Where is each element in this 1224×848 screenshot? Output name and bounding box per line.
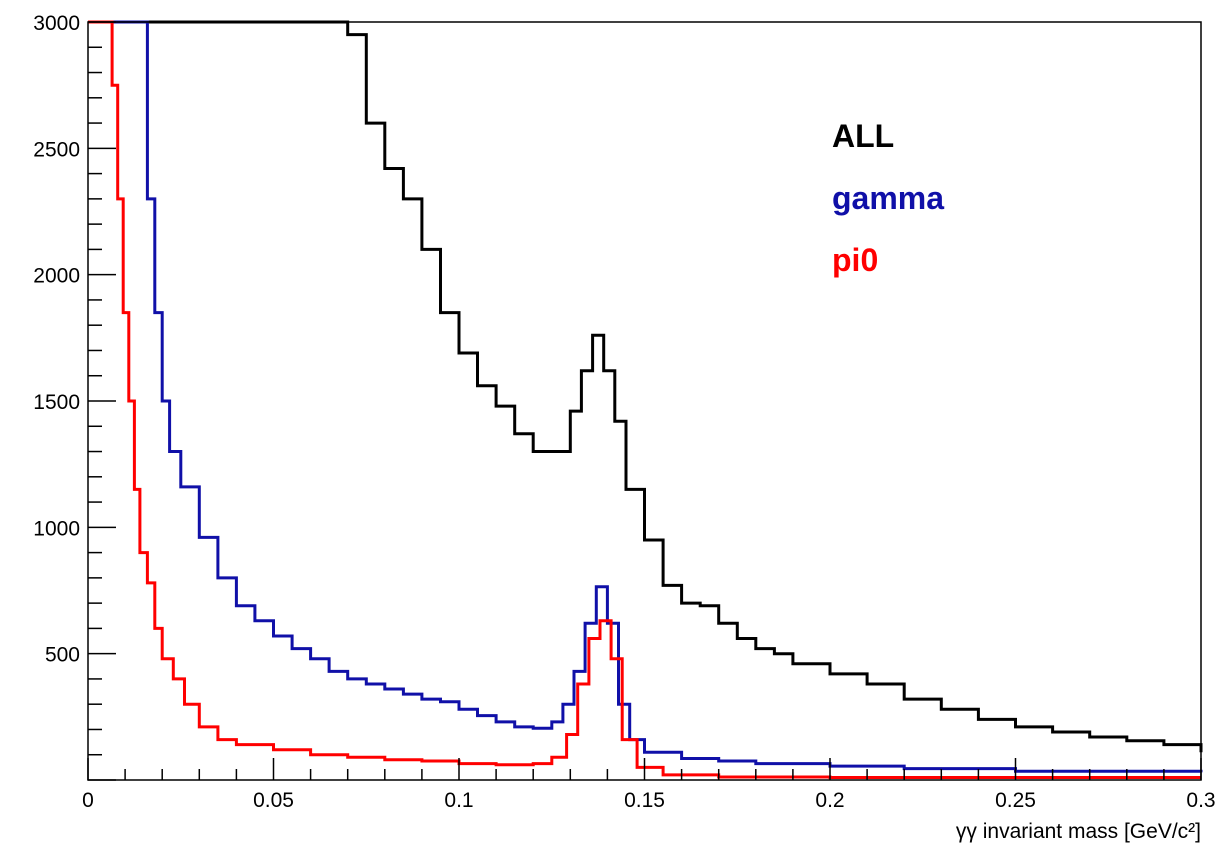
legend: ALL gamma pi0 xyxy=(832,118,944,278)
series-all-line xyxy=(88,20,1203,753)
x-tick-label: 0.15 xyxy=(624,789,665,812)
legend-entry-gamma: gamma xyxy=(832,180,944,216)
x-tick-label: 0 xyxy=(82,789,94,812)
x-tick-label: 0.2 xyxy=(815,789,844,812)
plot-frame xyxy=(87,21,1202,781)
x-axis-title: γγ invariant mass [GeV/c²] xyxy=(956,820,1201,843)
legend-entry-pi0: pi0 xyxy=(832,242,878,278)
y-tick-label: 1500 xyxy=(33,391,80,414)
x-tick-label: 0.05 xyxy=(253,789,294,812)
axis-ticks xyxy=(87,21,1202,781)
x-tick-label: 0.1 xyxy=(444,789,473,812)
series-gamma-line xyxy=(88,20,1203,773)
x-tick-label: 0.25 xyxy=(995,789,1036,812)
axis-tick-labels: 0 0.05 0.1 0.15 0.2 0.25 0.3 500 1000 1500 2000 250… xyxy=(33,12,1215,812)
y-tick-label: 500 xyxy=(45,644,80,667)
y-tick-label: 2000 xyxy=(33,265,80,288)
y-tick-label: 2500 xyxy=(33,138,80,161)
y-tick-label: 1000 xyxy=(33,517,80,540)
series-pi0-line xyxy=(88,20,1201,779)
x-tick-label: 0.3 xyxy=(1186,789,1215,812)
legend-entry-all: ALL xyxy=(832,118,894,154)
y-tick-label: 3000 xyxy=(33,12,80,35)
histogram-curves xyxy=(88,20,1203,779)
